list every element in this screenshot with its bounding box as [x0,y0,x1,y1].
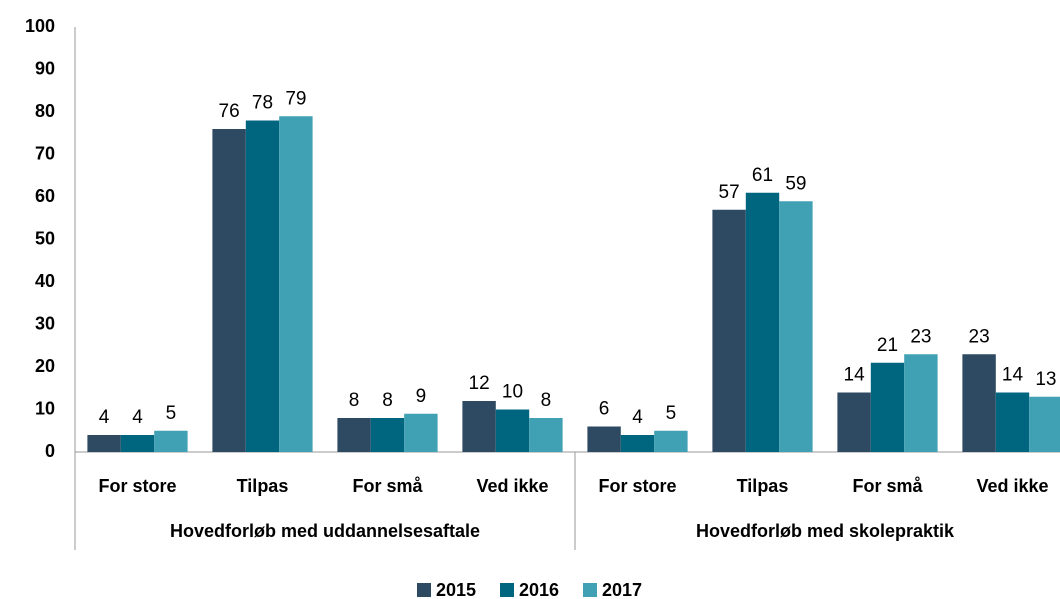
y-tick-label: 90 [35,58,55,78]
group-label: Hovedforløb med skolepraktik [696,521,955,541]
value-label: 12 [469,373,490,394]
y-tick-label: 20 [35,356,55,376]
x-tick-label: Tilpas [737,476,789,496]
value-label: 57 [719,182,740,203]
value-label: 59 [785,173,806,194]
y-tick-label: 40 [35,271,55,291]
bar [745,192,780,452]
bar [120,435,155,452]
y-tick-label: 60 [35,186,55,206]
bar [654,430,688,452]
value-label: 9 [416,386,427,407]
value-label: 4 [132,407,143,428]
value-label: 14 [844,365,866,386]
value-label: 8 [541,390,552,411]
value-label: 8 [382,390,393,411]
bar [87,435,121,452]
group-label: Hovedforløb med uddannelsesaftale [170,521,480,541]
value-label: 21 [877,335,898,356]
bar [529,418,563,452]
y-tick-label: 0 [45,441,55,461]
bar [495,409,530,452]
bar [962,354,996,452]
bar [904,354,938,452]
bar [620,435,655,452]
x-tick-label: Tilpas [237,476,289,496]
bar [462,401,496,452]
bar [995,392,1030,452]
value-label: 23 [969,326,990,347]
value-label: 8 [349,390,360,411]
value-label: 6 [599,399,610,420]
bar [587,426,621,452]
value-label: 5 [666,403,677,424]
bar [712,209,746,452]
x-tick-label: Ved ikke [476,476,548,496]
legend-swatch [417,583,431,597]
value-label: 14 [1002,365,1024,386]
legend-swatch [500,583,514,597]
bar [245,120,280,452]
value-label: 5 [166,403,177,424]
legend-swatch [583,583,597,597]
y-tick-label: 10 [35,398,55,418]
bar [337,418,371,452]
y-tick-label: 30 [35,313,55,333]
value-label: 79 [285,88,306,109]
legend-label: 2016 [519,580,559,599]
legend-label: 2015 [436,580,476,599]
value-label: 23 [910,326,931,347]
x-tick-label: For store [598,476,676,496]
bar [212,129,246,452]
y-tick-label: 70 [35,143,55,163]
bar [1029,396,1060,452]
x-tick-label: For små [352,476,423,496]
value-label: 78 [252,93,273,114]
y-tick-label: 80 [35,101,55,121]
value-label: 61 [752,165,773,186]
value-label: 13 [1035,369,1056,390]
value-label: 4 [99,407,110,428]
bar [837,392,871,452]
value-label: 10 [502,382,523,403]
value-label: 4 [632,407,643,428]
bar [370,418,405,452]
x-tick-label: Ved ikke [976,476,1048,496]
bar [870,362,905,452]
bar [279,116,313,452]
value-label: 76 [219,101,240,122]
bar [404,413,438,452]
y-tick-label: 50 [35,228,55,248]
bar [779,201,813,452]
x-tick-label: For store [98,476,176,496]
legend-label: 2017 [602,580,642,599]
x-tick-label: For små [852,476,923,496]
y-tick-label: 100 [25,16,55,36]
bar [154,430,188,452]
